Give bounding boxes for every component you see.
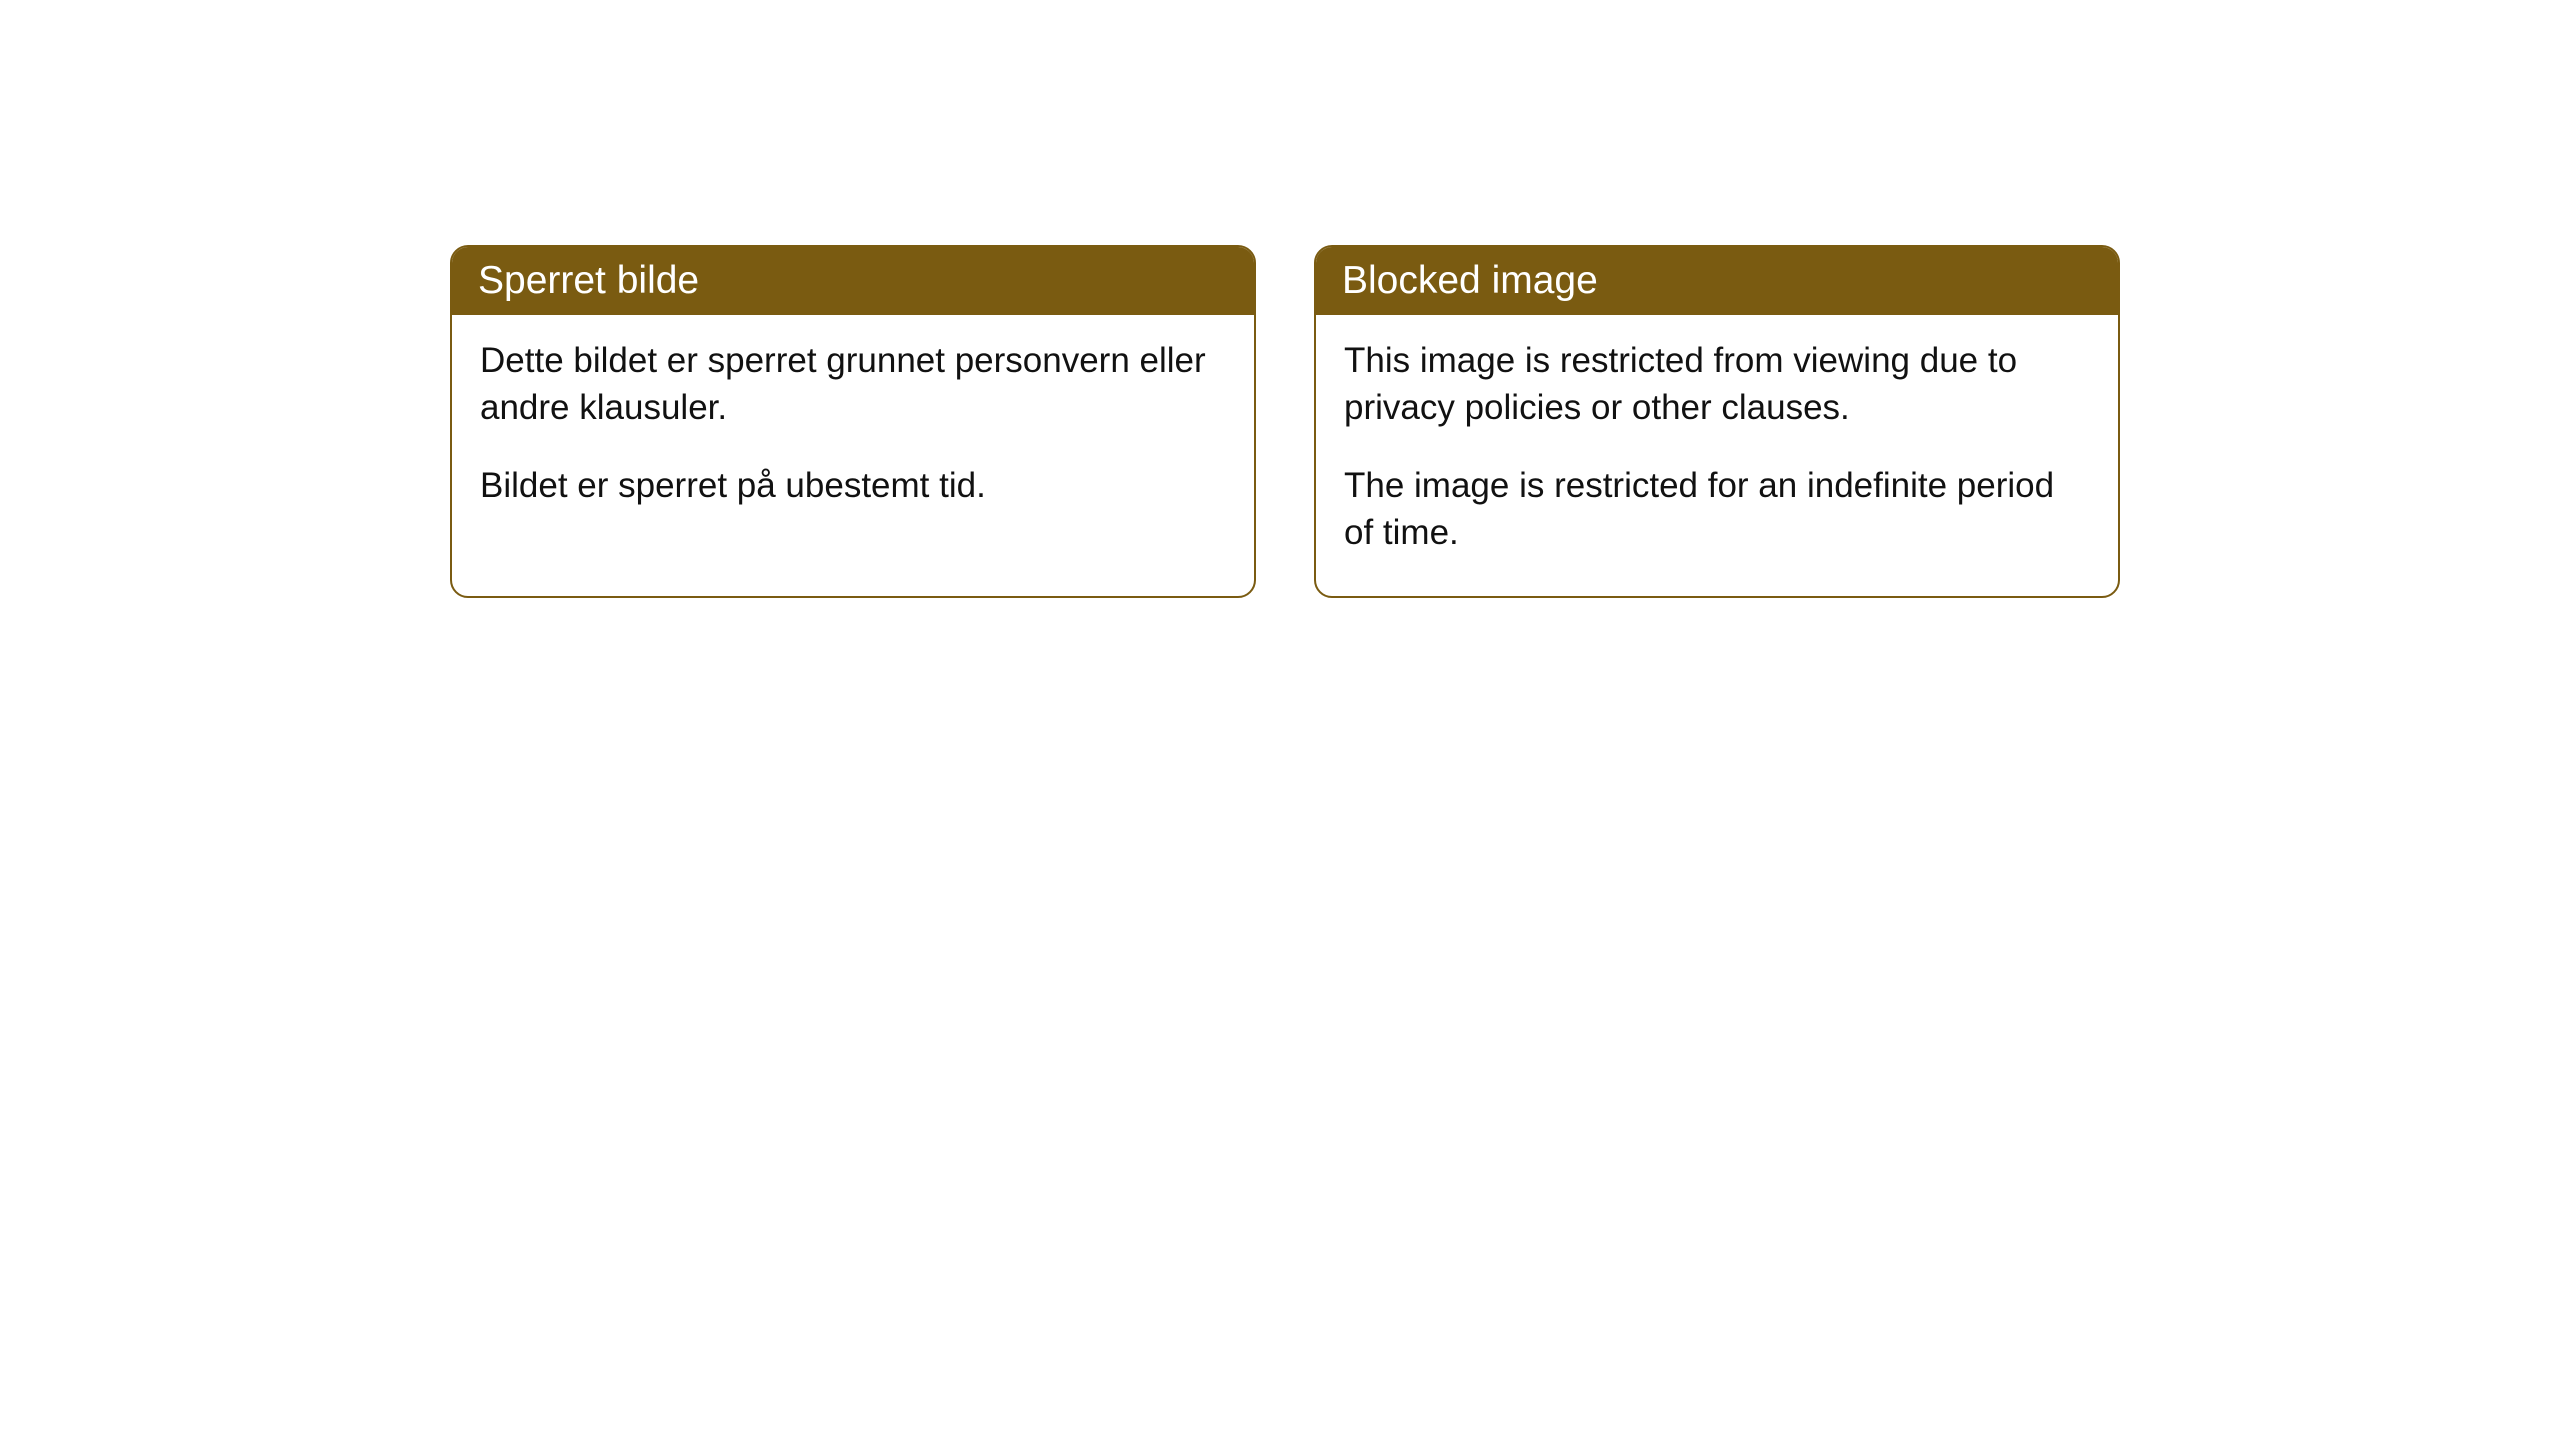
- notice-container: Sperret bilde Dette bildet er sperret gr…: [0, 0, 2560, 598]
- card-title: Sperret bilde: [478, 259, 699, 302]
- card-body: Dette bildet er sperret grunnet personve…: [452, 315, 1254, 549]
- notice-card-english: Blocked image This image is restricted f…: [1314, 245, 2120, 598]
- card-header: Blocked image: [1316, 247, 2118, 315]
- card-title: Blocked image: [1342, 259, 1598, 302]
- card-body: This image is restricted from viewing du…: [1316, 315, 2118, 596]
- card-paragraph: This image is restricted from viewing du…: [1344, 337, 2090, 432]
- card-paragraph: The image is restricted for an indefinit…: [1344, 462, 2090, 557]
- card-header: Sperret bilde: [452, 247, 1254, 315]
- card-paragraph: Dette bildet er sperret grunnet personve…: [480, 337, 1226, 432]
- card-paragraph: Bildet er sperret på ubestemt tid.: [480, 462, 1226, 509]
- notice-card-norwegian: Sperret bilde Dette bildet er sperret gr…: [450, 245, 1256, 598]
